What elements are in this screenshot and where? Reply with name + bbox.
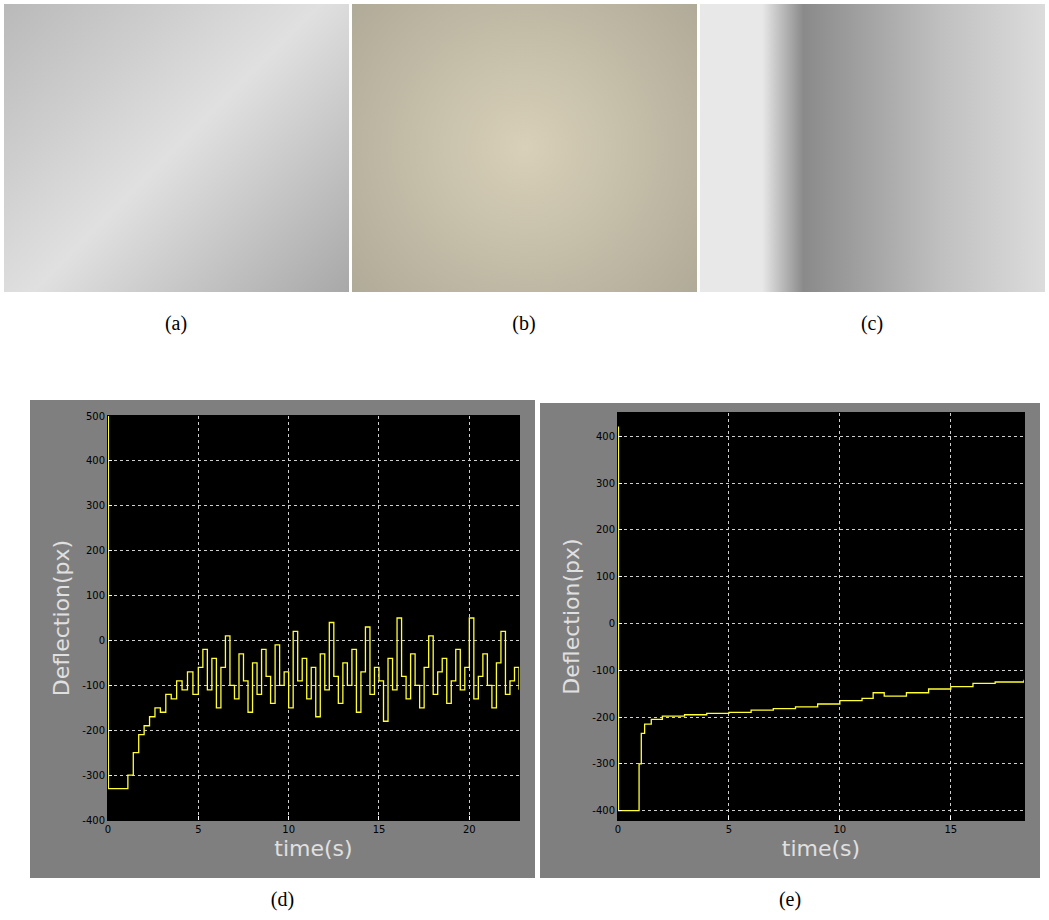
svg-text:100: 100 xyxy=(86,590,105,601)
svg-text:20: 20 xyxy=(463,824,476,835)
svg-text:-200: -200 xyxy=(82,725,105,736)
svg-text:400: 400 xyxy=(86,455,105,466)
svg-text:10: 10 xyxy=(282,824,295,835)
svg-text:5: 5 xyxy=(726,824,732,835)
svg-text:-100: -100 xyxy=(82,680,105,691)
svg-text:0: 0 xyxy=(99,635,105,646)
html-text:(c): (c) xyxy=(860,312,884,334)
svg-text:time(s): time(s) xyxy=(782,836,860,861)
svg-text:0: 0 xyxy=(615,824,621,835)
html-text:(a): (a) xyxy=(164,312,188,334)
svg-text:10: 10 xyxy=(833,824,846,835)
svg-text:-200: -200 xyxy=(592,712,615,723)
svg-text:15: 15 xyxy=(944,824,957,835)
svg-text:500: 500 xyxy=(86,411,105,422)
svg-text:15: 15 xyxy=(373,824,386,835)
svg-text:0: 0 xyxy=(105,824,111,835)
svg-text:400: 400 xyxy=(596,431,615,442)
svg-text:Deflection(px): Deflection(px) xyxy=(49,540,74,696)
svg-text:-400: -400 xyxy=(592,805,615,816)
svg-text:-300: -300 xyxy=(82,770,105,781)
svg-text:-400: -400 xyxy=(82,815,105,826)
svg-text:300: 300 xyxy=(596,478,615,489)
html-text:(d): (d) xyxy=(270,888,295,910)
svg-text:-300: -300 xyxy=(592,758,615,769)
html-text:(b): (b) xyxy=(512,312,536,334)
svg-text:5: 5 xyxy=(195,824,201,835)
svg-text:200: 200 xyxy=(86,545,105,556)
svg-text:300: 300 xyxy=(86,500,105,511)
svg-text:-100: -100 xyxy=(592,665,615,676)
svg-text:100: 100 xyxy=(596,571,615,582)
svg-text:Deflection(px): Deflection(px) xyxy=(559,538,584,694)
svg-text:0: 0 xyxy=(609,618,615,629)
svg-text:time(s): time(s) xyxy=(274,836,352,861)
html-text:(e): (e) xyxy=(778,888,802,910)
svg-text:200: 200 xyxy=(596,524,615,535)
